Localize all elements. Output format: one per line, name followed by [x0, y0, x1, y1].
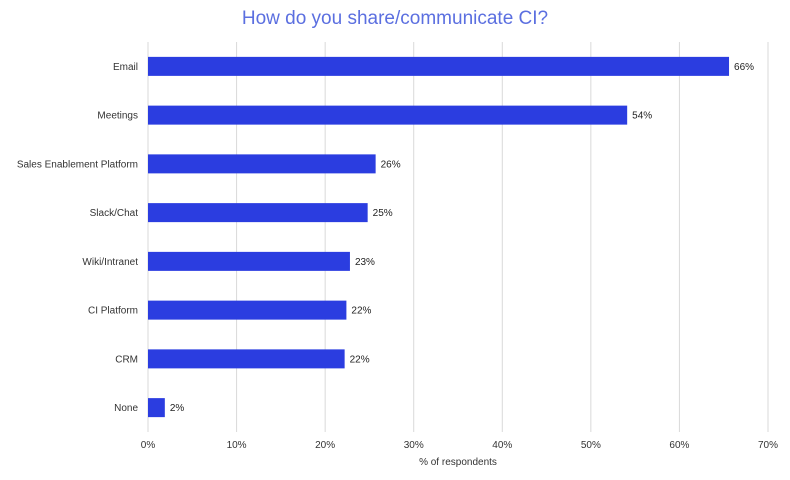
- data-label: 23%: [355, 257, 375, 268]
- x-tick-label: 30%: [404, 440, 424, 451]
- bar-email: [148, 56, 730, 76]
- x-tick-label: 60%: [669, 440, 689, 451]
- x-tick-label: 40%: [492, 440, 512, 451]
- category-label: Sales Enablement Platform: [17, 159, 138, 170]
- x-tick-label: 70%: [758, 440, 778, 451]
- bar-slack-chat: [148, 203, 368, 223]
- data-label: 54%: [632, 111, 652, 122]
- data-label: 2%: [170, 403, 185, 414]
- data-label: 66%: [734, 62, 754, 73]
- data-label: 22%: [351, 306, 371, 317]
- data-label: 26%: [381, 159, 401, 170]
- bar-meetings: [148, 105, 628, 125]
- x-axis-title: % of respondents: [419, 457, 497, 468]
- category-label: None: [114, 403, 138, 414]
- data-label: 25%: [373, 208, 393, 219]
- chart-title: How do you share/communicate CI?: [241, 8, 549, 29]
- x-tick-label: 50%: [581, 440, 601, 451]
- bar-crm: [148, 349, 345, 369]
- category-label: CRM: [115, 354, 138, 365]
- category-label: Wiki/Intranet: [82, 257, 138, 268]
- bar-wiki-intranet: [148, 251, 350, 271]
- category-label: Meetings: [97, 111, 138, 122]
- bar-sales-enablement-platform: [148, 154, 376, 174]
- x-tick-label: 10%: [227, 440, 247, 451]
- x-tick-label: 20%: [315, 440, 335, 451]
- category-label: Email: [113, 62, 138, 73]
- category-label: CI Platform: [88, 306, 138, 317]
- x-tick-label: 0%: [141, 440, 156, 451]
- category-label: Slack/Chat: [90, 208, 139, 219]
- data-label: 22%: [350, 354, 370, 365]
- bar-ci-platform: [148, 300, 347, 320]
- bar-none: [148, 398, 165, 418]
